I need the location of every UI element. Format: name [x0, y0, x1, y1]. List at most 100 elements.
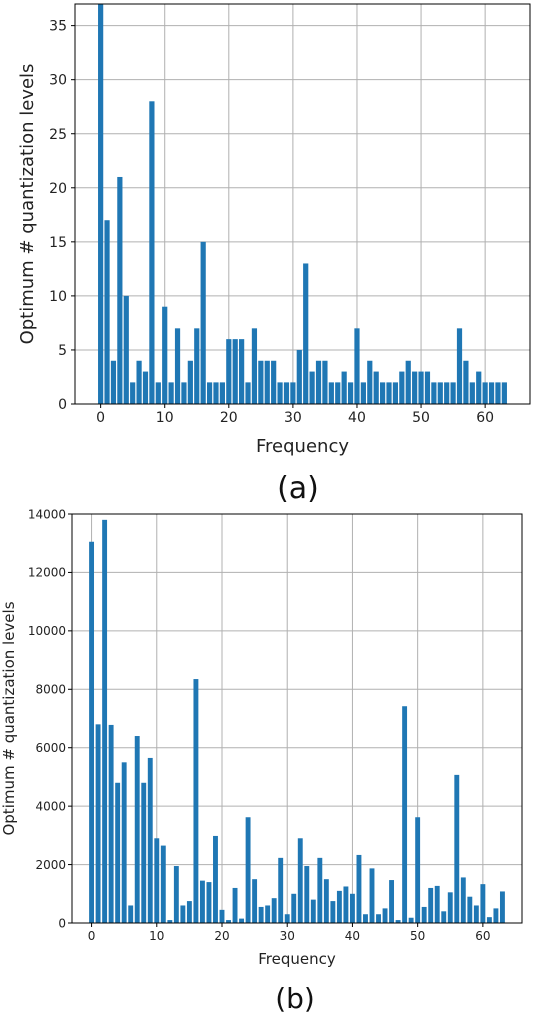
bar-b-29 [278, 857, 284, 923]
bar-a-15 [194, 328, 200, 404]
bar-a-52 [431, 382, 437, 404]
bar-a-13 [181, 382, 187, 404]
bar-b-51 [421, 906, 427, 923]
y-tick-label-b-10000: 10000 [28, 624, 66, 638]
y-tick-label-a-35: 35 [49, 19, 67, 35]
bar-b-23 [239, 918, 245, 923]
x-tick-label-a-20: 20 [220, 410, 238, 426]
bar-a-43 [373, 371, 379, 404]
bar-a-3 [117, 176, 123, 404]
y-tick-label-b-2000: 2000 [35, 858, 66, 872]
bar-b-59 [473, 905, 479, 923]
bar-a-44 [380, 382, 386, 404]
bar-b-22 [232, 887, 238, 923]
bar-b-27 [265, 905, 271, 923]
bar-b-43 [369, 868, 375, 923]
bar-b-46 [389, 880, 395, 923]
bar-a-57 [463, 360, 469, 404]
bar-b-21 [226, 920, 231, 923]
x-tick-label-b-10: 10 [149, 929, 164, 943]
bar-b-11 [160, 845, 166, 923]
bar-b-35 [317, 857, 323, 923]
x-tick-label-a-30: 30 [284, 410, 302, 426]
bar-a-30 [290, 382, 296, 404]
bar-a-20 [226, 339, 232, 404]
bar-b-40 [349, 893, 355, 923]
bar-a-45 [386, 382, 392, 404]
chart-b: 0 10 20 30 40 50 60 0 2000 4000 6000 8000 10000 12000… [0, 507, 523, 968]
bar-b-33 [304, 866, 310, 923]
bar-b-55 [447, 892, 453, 923]
bar-a-32 [303, 263, 309, 404]
bar-b-4 [115, 782, 121, 923]
bar-b-16 [193, 679, 199, 923]
bar-b-9 [147, 757, 153, 923]
bar-a-11 [168, 382, 174, 404]
bar-b-30 [284, 914, 290, 923]
bar-a-39 [347, 382, 354, 404]
bar-b-63 [499, 891, 505, 923]
bar-a-22 [239, 339, 245, 404]
x-axis-label-b: Frequency [258, 950, 336, 968]
bar-b-48 [402, 706, 408, 923]
y-tick-label-a-15: 15 [49, 235, 67, 251]
bar-b-42 [363, 914, 368, 923]
x-tick-label-b-40: 40 [345, 929, 360, 943]
bar-b-36 [323, 879, 329, 923]
bar-a-49 [412, 371, 418, 404]
bar-b-32 [297, 838, 303, 923]
bar-a-55 [450, 382, 456, 404]
caption-a: (a) [277, 471, 319, 506]
bar-a-62 [495, 382, 501, 404]
bar-b-25 [252, 879, 258, 923]
bar-a-54 [444, 382, 450, 404]
bar-b-1 [95, 724, 101, 923]
x-tick-label-a-10: 10 [156, 410, 174, 426]
bar-a-9 [155, 382, 161, 404]
bar-b-38 [336, 890, 342, 923]
bar-b-24 [245, 817, 251, 923]
bar-b-57 [460, 877, 466, 923]
bar-b-0 [89, 541, 95, 923]
bar-b-26 [258, 906, 264, 923]
bar-a-51 [424, 371, 431, 404]
bar-b-18 [206, 882, 212, 923]
bar-a-14 [187, 360, 193, 404]
bar-a-63 [501, 382, 507, 404]
bar-a-34 [315, 360, 322, 404]
y-tick-label-b-4000: 4000 [35, 799, 66, 813]
bar-a-0 [98, 4, 104, 404]
bar-b-54 [441, 911, 447, 923]
plot-frame-a [74, 3, 531, 405]
bar-b-10 [154, 838, 160, 923]
y-tick-label-a-30: 30 [49, 73, 67, 89]
plot-frame-b [71, 513, 523, 924]
x-tick-label-b-50: 50 [410, 929, 425, 943]
bar-a-42 [367, 360, 373, 404]
bar-b-15 [186, 901, 192, 923]
y-tick-label-b-8000: 8000 [35, 683, 66, 697]
bar-a-61 [488, 382, 495, 404]
y-tick-label-a-10: 10 [49, 289, 67, 305]
bar-b-41 [356, 854, 362, 923]
bar-a-50 [418, 371, 424, 404]
y-tick-label-a-25: 25 [49, 127, 67, 143]
bar-b-8 [141, 782, 147, 923]
bar-b-37 [330, 901, 336, 923]
bar-a-27 [271, 360, 277, 404]
chart-a: 0 10 20 30 40 50 60 0 5 10 15 20 25 30 35 Frequency Opti… [17, 3, 531, 457]
y-tick-label-a-20: 20 [49, 181, 67, 197]
bar-a-28 [277, 382, 283, 404]
bar-b-50 [415, 817, 421, 923]
x-tick-label-b-20: 20 [214, 929, 229, 943]
y-axis-label-a: Optimum # quantization levels [17, 64, 38, 345]
bar-a-12 [174, 328, 181, 404]
bar-b-52 [428, 887, 434, 923]
bar-a-2 [110, 360, 117, 404]
bar-a-59 [476, 371, 482, 404]
bar-a-29 [283, 382, 290, 404]
y-tick-label-b-0: 0 [58, 916, 66, 930]
caption-b: (b) [275, 982, 315, 1015]
bar-b-28 [271, 898, 277, 923]
